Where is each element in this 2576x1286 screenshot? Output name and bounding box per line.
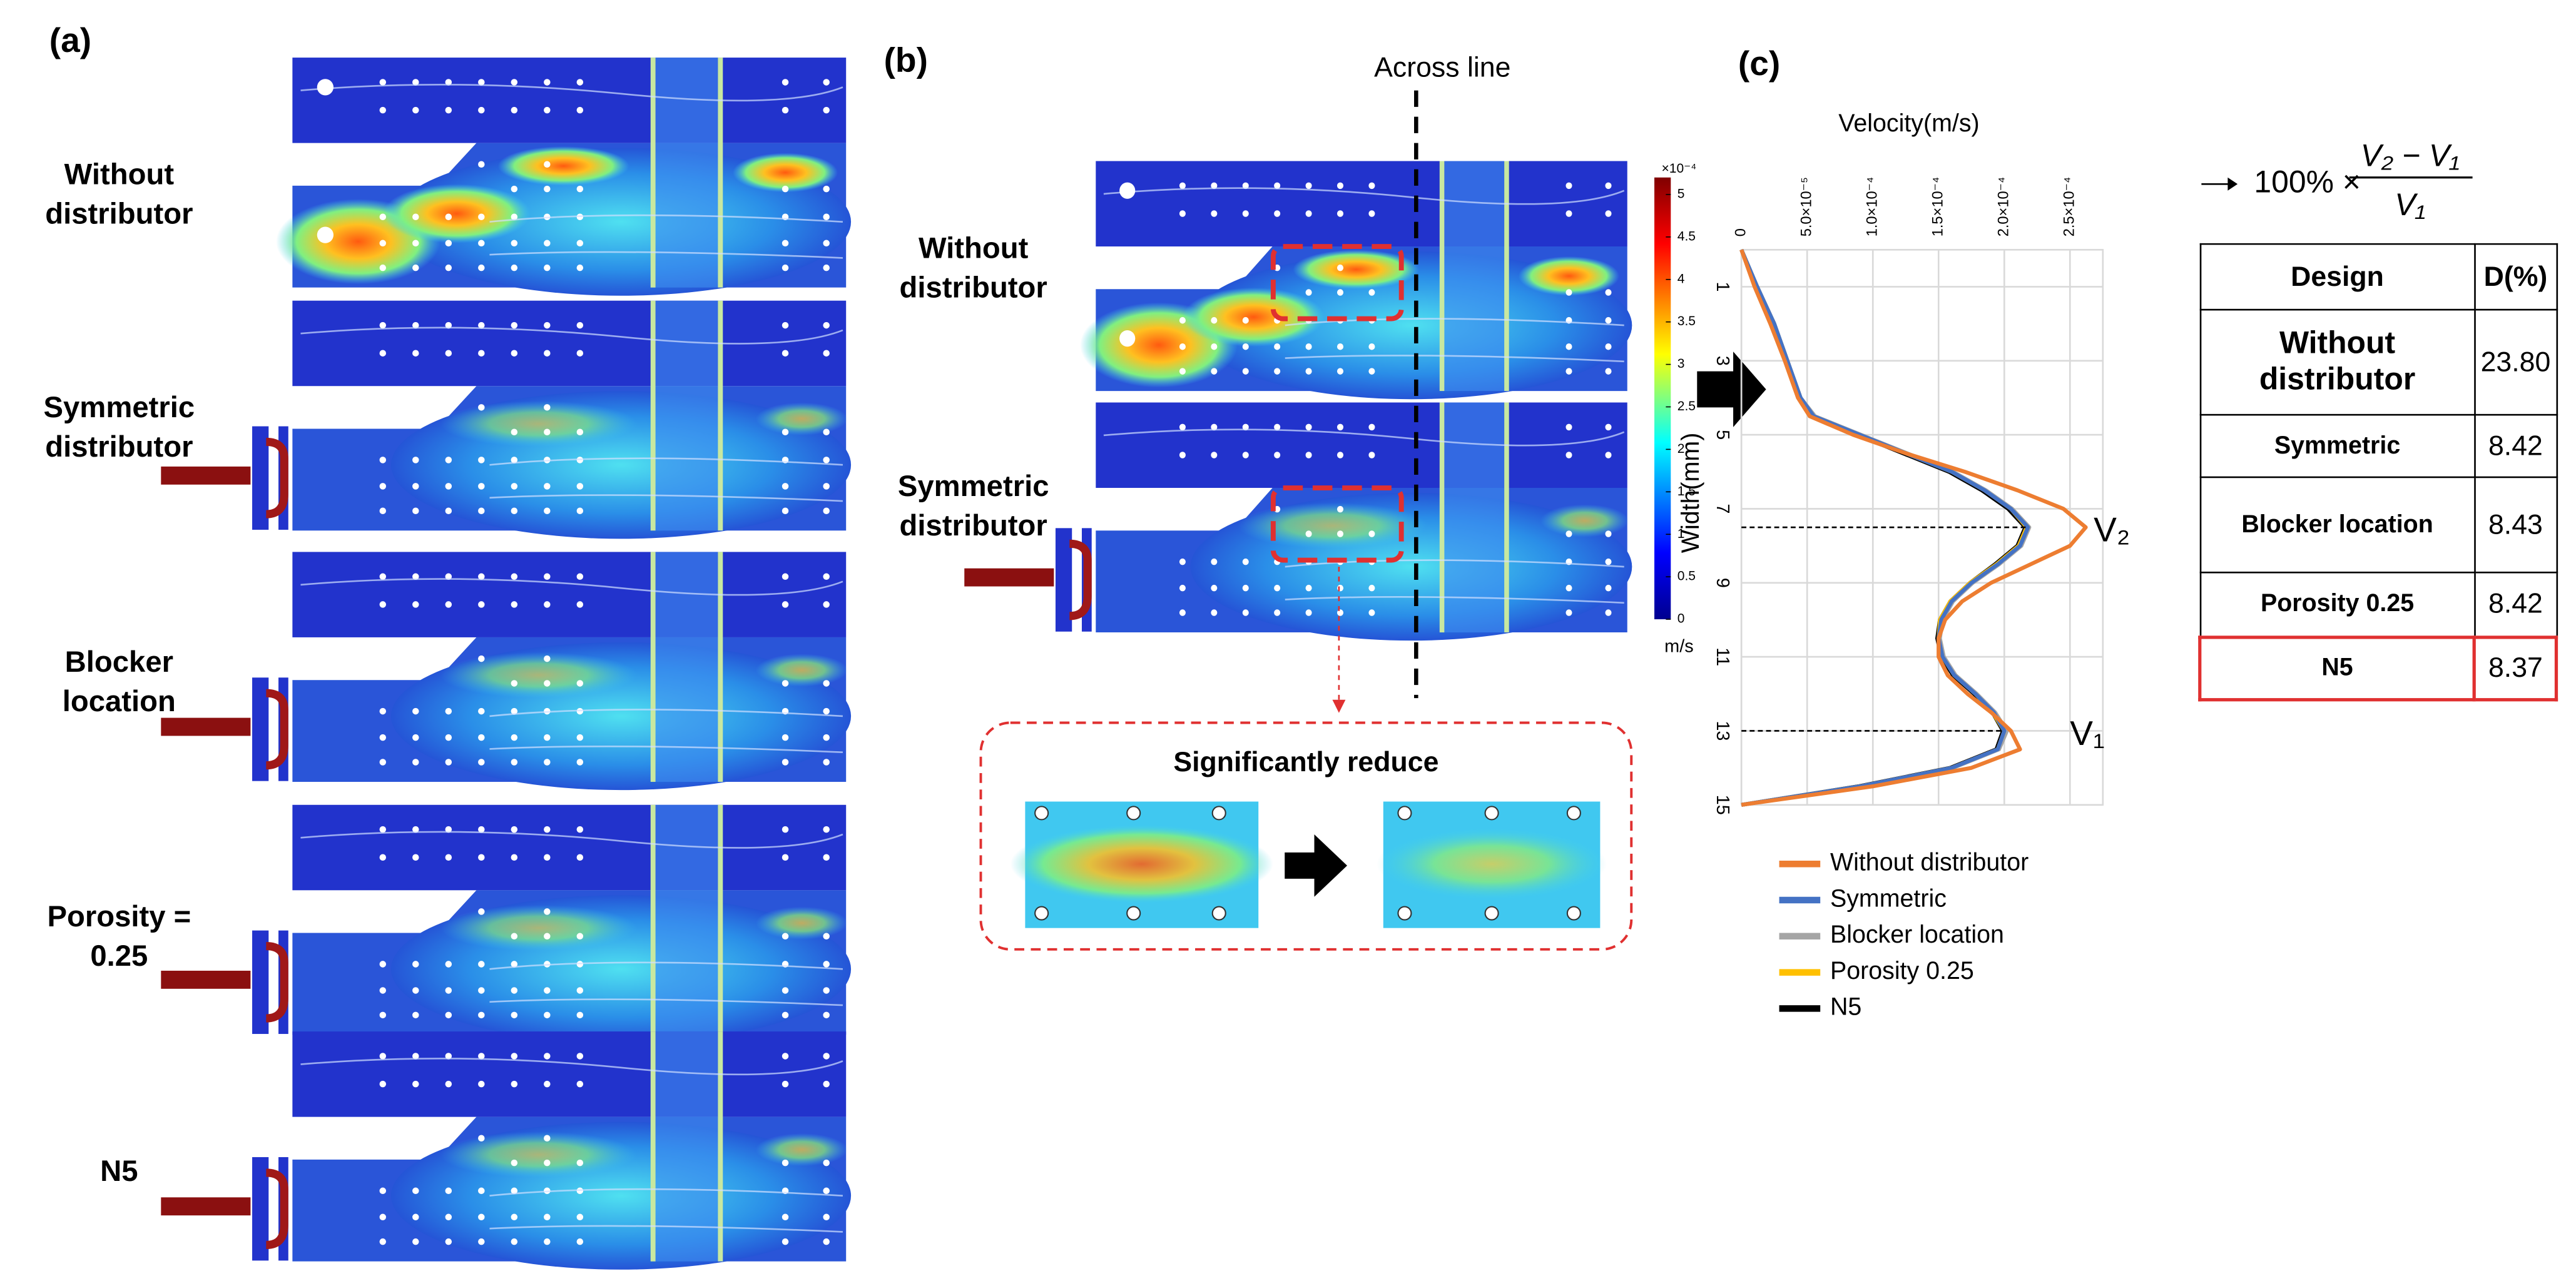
colorbar-tick-label: 3 xyxy=(1677,357,1685,371)
series-line xyxy=(1739,249,2088,807)
x-tick-label: 2.5×10⁻⁴ xyxy=(2062,177,2078,237)
y-axis-label: Width(mm) xyxy=(1677,433,1704,553)
legend-label: Porosity 0.25 xyxy=(1830,957,1974,985)
value-cell: 8.42 xyxy=(2474,413,2557,478)
across-line-label: Across line xyxy=(1374,52,1510,83)
formula: 100% × V₂ − V₁ V₁ xyxy=(2201,138,2473,222)
legend-label: Blocker location xyxy=(1830,921,2004,948)
zoom-images xyxy=(1010,352,1766,928)
x-tick-label: 5.0×10⁻⁵ xyxy=(1798,177,1815,236)
x-tick-label: 1.5×10⁻⁴ xyxy=(1930,177,1946,237)
value-cell: 8.43 xyxy=(2474,476,2557,574)
series-line xyxy=(1739,249,2030,807)
row-label: Without distributor xyxy=(45,158,193,230)
table-header: Design xyxy=(2199,243,2476,311)
formula-numerator: V₂ − V₁ xyxy=(2361,138,2460,173)
design-cell: Porosity 0.25 xyxy=(2199,571,2476,637)
colorbar-tick-label: 4.5 xyxy=(1677,229,1696,243)
colorbar-tick-label: 1 xyxy=(1677,527,1685,541)
formula-denominator: V₁ xyxy=(2395,187,2425,222)
panel-label: (c) xyxy=(1738,44,1780,83)
simulation-images xyxy=(161,58,851,1270)
results-table: Design D(%) Without distributor 23.80 Symm… xyxy=(2198,243,2558,701)
design-cell: Blocker location xyxy=(2199,476,2476,574)
zoom-caption: Significantly reduce xyxy=(1173,747,1438,777)
formula-prefix: 100% × xyxy=(2254,164,2361,199)
x-tick-label: 2.0×10⁻⁴ xyxy=(1996,177,2012,237)
design-cell: Symmetric xyxy=(2199,413,2476,478)
design-cell: Without distributor xyxy=(2199,308,2476,416)
colorbar-tick-label: 2 xyxy=(1677,442,1685,456)
row-label: Symmetric distributor xyxy=(897,470,1049,542)
zoom-box xyxy=(979,721,1633,951)
chart: Velocity(m/s) Width(mm) 0 5.0×10⁻⁵ 1.0×10⁻⁴ 1… xyxy=(1677,109,2130,1021)
colorbar-tick-label: 3.5 xyxy=(1677,314,1696,328)
y-tick-label: 15 xyxy=(1713,795,1733,815)
value-cell: 8.37 xyxy=(2473,634,2558,701)
colorbar-exponent: ×10⁻⁴ xyxy=(1662,161,1697,176)
simulation-images xyxy=(964,161,1632,713)
row-label: Symmetric distributor xyxy=(43,391,195,463)
y-tick-label: 13 xyxy=(1713,721,1733,741)
annotation-label: V₁ xyxy=(2070,714,2104,752)
y-tick-label: 3 xyxy=(1713,356,1733,366)
row-label: N5 xyxy=(100,1155,138,1188)
y-tick-label: 11 xyxy=(1713,647,1733,666)
legend-label: N5 xyxy=(1830,993,1861,1021)
y-tick-label: 1 xyxy=(1713,281,1733,291)
y-tick-label: 9 xyxy=(1713,578,1733,588)
row-label: Without distributor xyxy=(899,231,1047,304)
x-tick-label: 1.0×10⁻⁴ xyxy=(1864,177,1880,237)
colorbar-tick-label: 5 xyxy=(1677,186,1685,201)
value-cell: 8.42 xyxy=(2474,571,2557,637)
colorbar-tick-label: 2.5 xyxy=(1677,399,1696,413)
value-cell: 23.80 xyxy=(2474,308,2557,416)
x-tick-label: 0 xyxy=(1733,228,1749,236)
colorbar-tick-label: 0 xyxy=(1677,612,1685,626)
colorbar-tick-label: 4 xyxy=(1677,271,1685,286)
colorbar-unit: m/s xyxy=(1664,636,1694,656)
table-header: D(%) xyxy=(2474,243,2557,311)
colorbar: ×10⁻⁴ m/s 5 4.5 4 3.5 3 2.5 2 1.5 1 0.5 0 xyxy=(1654,161,1696,656)
row-label: Porosity = 0.25 xyxy=(47,900,191,973)
panel-label: (b) xyxy=(884,41,928,79)
y-tick-label: 5 xyxy=(1713,430,1733,440)
colorbar-tick-label: 1.5 xyxy=(1677,484,1696,499)
legend-label: Symmetric xyxy=(1830,884,1947,912)
design-cell: N5 xyxy=(2198,634,2477,701)
row-label: Blocker location xyxy=(62,646,176,718)
legend-label: Without distributor xyxy=(1830,849,2029,876)
colorbar-tick-label: 0.5 xyxy=(1677,569,1696,584)
annotation-label: V₂ xyxy=(2094,510,2130,549)
panel-label: (a) xyxy=(49,21,91,59)
chart-title: Velocity(m/s) xyxy=(1838,109,1979,137)
y-tick-label: 7 xyxy=(1713,504,1733,514)
colorbar-scale xyxy=(1654,177,1671,620)
